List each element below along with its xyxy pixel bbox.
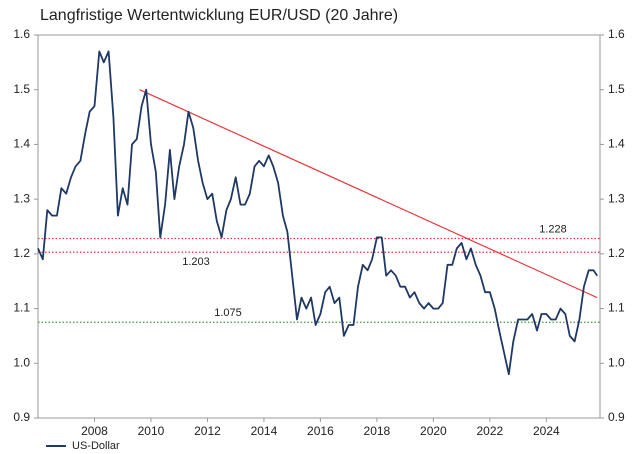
y2-tick-label: 1.6 bbox=[608, 27, 625, 41]
trend-line bbox=[139, 89, 598, 299]
y2-tick-label: 1.3 bbox=[608, 191, 625, 205]
y2-tick-label: 0.9 bbox=[608, 410, 625, 424]
y2-tick-label: 1.5 bbox=[608, 82, 625, 96]
legend-label: US-Dollar bbox=[72, 440, 120, 452]
x-tick-label: 2024 bbox=[533, 424, 560, 438]
reference-label: 1.075 bbox=[214, 307, 242, 319]
y-tick-label: 1.5 bbox=[13, 82, 30, 96]
y2-tick-label: 1.4 bbox=[608, 137, 625, 151]
y-tick-label: 1.4 bbox=[13, 137, 30, 151]
x-tick-label: 2014 bbox=[251, 424, 278, 438]
x-tick-label: 2016 bbox=[307, 424, 334, 438]
y-tick-label: 1.1 bbox=[13, 301, 30, 315]
y-tick-label: 1.3 bbox=[13, 191, 30, 205]
y-tick-label: 1.0 bbox=[13, 355, 30, 369]
x-tick-label: 2008 bbox=[81, 424, 108, 438]
y-tick-label: 1.2 bbox=[13, 246, 30, 260]
y2-tick-label: 1.2 bbox=[608, 246, 625, 260]
y2-tick-label: 1.0 bbox=[608, 355, 625, 369]
data-line bbox=[37, 50, 598, 376]
y2-tick-label: 1.1 bbox=[608, 301, 625, 315]
reference-label: 1.203 bbox=[182, 256, 210, 268]
reference-label: 1.228 bbox=[539, 223, 567, 235]
y-tick-label: 1.6 bbox=[13, 27, 30, 41]
x-tick-label: 2018 bbox=[364, 424, 391, 438]
x-tick-label: 2012 bbox=[194, 424, 221, 438]
x-tick-label: 2020 bbox=[420, 424, 447, 438]
x-tick-label: 2022 bbox=[477, 424, 504, 438]
x-tick-label: 2010 bbox=[138, 424, 165, 438]
chart-title: Langfristige Wertentwicklung EUR/USD (20… bbox=[40, 7, 398, 24]
plot-frame bbox=[37, 34, 601, 419]
y-tick-label: 0.9 bbox=[13, 410, 30, 424]
